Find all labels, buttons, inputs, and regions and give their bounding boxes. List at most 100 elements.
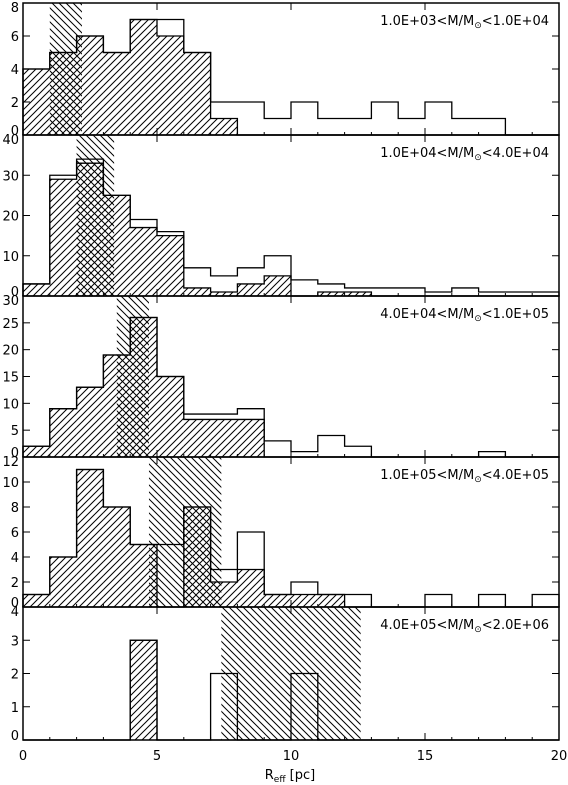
panel-4: 0 2 4 6 8 10 12 1.0E+05<M/M⊙<4.0E+05 (2, 455, 560, 611)
hatched-bar (157, 36, 184, 135)
x-tick-label: 10 (283, 749, 300, 764)
histogram-bar (318, 436, 345, 457)
x-tick-label: 20 (551, 749, 568, 764)
histogram-bar (479, 119, 506, 136)
histogram-bar (291, 280, 318, 296)
hatched-bar (130, 227, 157, 296)
histogram-bar (291, 452, 318, 457)
hatched-bar (103, 52, 131, 135)
hatched-bar (210, 291, 238, 296)
y-tick-label: 10 (2, 476, 19, 491)
y-tick-label: 40 (2, 133, 19, 148)
panels: 024681.0E+03<M/M⊙<1.0E+040102030401.0E+0… (2, 1, 560, 744)
y-tick-label: 0 (11, 596, 19, 611)
histogram-bar (479, 452, 506, 457)
hatched-bar (76, 469, 104, 607)
hatched-bar (183, 287, 211, 296)
hatched-bar (237, 419, 265, 457)
y-tick-label: 10 (2, 397, 19, 412)
histogram-bar (452, 119, 479, 136)
histogram-outline (22, 158, 560, 296)
y-tick-label: 0 (11, 729, 19, 744)
panel-title: 4.0E+04<M/M⊙<1.0E+05 (380, 307, 549, 324)
x-tick-label: 15 (417, 749, 434, 764)
hatched-bar (210, 582, 238, 607)
histogram-bar (398, 288, 425, 296)
hatched-bar (103, 195, 131, 296)
y-tick-label: 3 (11, 634, 19, 649)
hatched-bar (130, 640, 157, 740)
hatched-bar (264, 275, 291, 296)
hatched-bar (103, 355, 131, 457)
y-tick-label: 4 (11, 605, 19, 620)
hatched-bar (291, 594, 318, 607)
y-tick-label: 0 (11, 446, 19, 461)
histogram-bar (345, 446, 372, 457)
panel-3: 0 5 10 15 20 25 30 4.0E+04<M/M⊙<1.0E+05 (2, 294, 560, 461)
histogram-bar (264, 119, 291, 136)
histogram-bar (371, 102, 398, 135)
y-tick-label: 6 (11, 526, 19, 541)
hatched-bar (130, 19, 157, 135)
panel-title: 1.0E+04<M/M⊙<4.0E+04 (380, 146, 549, 163)
hatched-bar (344, 291, 372, 296)
hatched-bar (130, 544, 157, 607)
hatched-bar (23, 283, 50, 296)
hatched-bar (183, 507, 211, 607)
panel-title: 1.0E+05<M/M⊙<4.0E+05 (380, 468, 549, 485)
x-tick-label: 5 (153, 749, 161, 764)
y-tick-label: 2 (11, 96, 19, 111)
x-tick-label: 0 (19, 749, 27, 764)
hatched-bar (130, 317, 157, 457)
histogram-bar (291, 102, 318, 135)
y-tick-label: 15 (2, 371, 19, 386)
histogram-bar (452, 288, 479, 296)
panel-title: 1.0E+03<M/M⊙<1.0E+04 (380, 14, 549, 31)
y-tick-label: 8 (11, 1, 19, 16)
hatched-bar (237, 569, 265, 607)
hatched-bar (157, 376, 184, 457)
hatched-bar (237, 283, 265, 296)
histogram-bar (371, 288, 398, 296)
histogram-bar (479, 595, 506, 608)
histogram-bar (264, 441, 291, 457)
hatched-bar (76, 387, 104, 457)
y-tick-label: 4 (11, 63, 19, 78)
histogram-bar (425, 595, 452, 608)
panel-5: 0 1 2 3 4 4.0E+05<M/M⊙<2.0E+06 (11, 605, 560, 744)
y-tick-label: 30 (2, 169, 19, 184)
hatched-bar (317, 291, 345, 296)
panel-title: 4.0E+05<M/M⊙<2.0E+06 (380, 618, 549, 635)
x-axis: Reff [pc] 0 5 10 15 20 (19, 749, 567, 785)
hatched-bar (210, 118, 238, 135)
y-tick-label: 5 (11, 424, 19, 439)
hatched-bar (103, 507, 131, 607)
histogram-bar (345, 595, 372, 608)
hatched-bar (23, 594, 50, 607)
y-tick-label: 12 (2, 455, 19, 470)
hatched-bar (23, 446, 50, 457)
panel-2: 0 10 20 30 40 1.0E+04<M/M⊙<4.0E+04 (2, 133, 560, 300)
y-tick-label: 0 (11, 285, 19, 300)
hatched-bar (183, 419, 211, 457)
histogram-bar (425, 102, 452, 135)
y-tick-label: 20 (2, 344, 19, 359)
y-tick-label: 30 (2, 294, 19, 309)
y-tick-label: 8 (11, 501, 19, 516)
histogram-outline (22, 468, 560, 608)
y-tick-label: 0 (11, 124, 19, 139)
x-axis-label: Reff [pc] (265, 768, 315, 785)
histogram-bar (345, 119, 372, 136)
y-tick-label: 4 (11, 551, 19, 566)
histogram-bar (532, 595, 559, 608)
y-tick-label: 10 (2, 250, 19, 265)
histogram-bar (398, 119, 425, 136)
hatched-bar (317, 594, 345, 607)
hatched-bar (157, 235, 184, 296)
y-tick-label: 2 (11, 576, 19, 591)
panel-1: 0 2 4 6 8 1.0E+03<M/M⊙<1.0E+04 (11, 1, 560, 139)
hatched-bar (210, 419, 238, 457)
hatched-bar (264, 594, 291, 607)
hatched-bar (49, 52, 77, 135)
